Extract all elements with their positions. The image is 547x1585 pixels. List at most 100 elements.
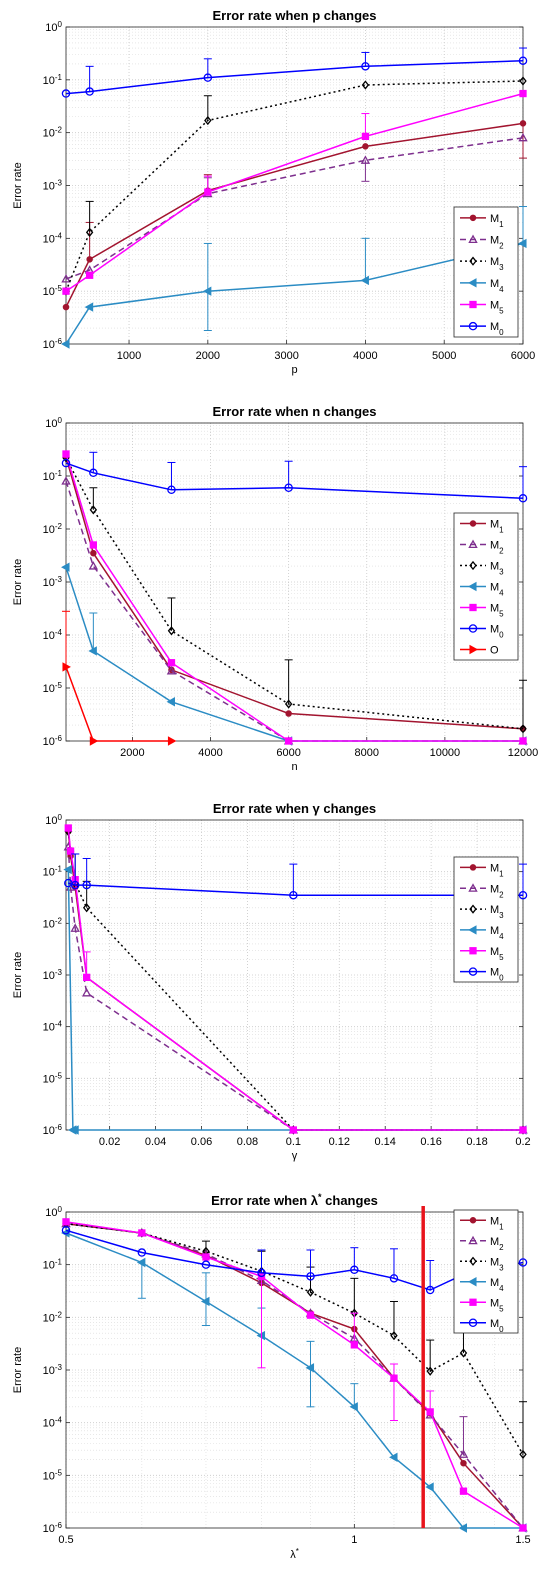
x-tick-label: 0.14 [375, 1136, 396, 1148]
legend-marker [468, 1235, 478, 1245]
data-point [83, 973, 91, 982]
data-point [289, 1126, 298, 1134]
legend-marker [468, 1277, 477, 1287]
data-point [519, 1524, 527, 1532]
data-point [289, 890, 298, 900]
data-point [70, 880, 80, 890]
series-M5 [62, 450, 527, 745]
series-line [65, 462, 524, 500]
y-tick-label: 100 [45, 20, 62, 35]
data-point [458, 1523, 468, 1533]
data-point [425, 1482, 434, 1492]
y-tick-label: 100 [45, 416, 62, 431]
data-point [204, 188, 212, 196]
y-tick-label: 10-5 [43, 681, 63, 696]
data-point [88, 646, 97, 656]
data-point [519, 1126, 527, 1134]
data-point [64, 824, 72, 832]
y-tick-label: 10-2 [43, 1310, 63, 1325]
data-point [518, 238, 527, 249]
data-point [70, 1125, 79, 1135]
data-point [426, 1408, 434, 1416]
legend-marker [469, 644, 478, 655]
data-point [137, 1248, 147, 1257]
data-point [89, 736, 99, 746]
data-point [284, 699, 293, 709]
y-tick-label: 10-6 [43, 337, 63, 352]
x-axis-label: γ [292, 1150, 298, 1162]
x-tick-label: 0.16 [420, 1136, 441, 1148]
data-point [257, 1268, 266, 1278]
data-point [305, 1363, 315, 1373]
y-tick-label: 10-6 [43, 734, 63, 749]
data-point [86, 256, 93, 263]
x-tick-label: 3000 [274, 350, 298, 362]
legend-marker [468, 624, 478, 633]
data-point [459, 1487, 468, 1495]
y-tick-label: 10-1 [43, 1257, 63, 1272]
y-tick-label: 10-1 [43, 469, 63, 484]
data-point [81, 987, 92, 997]
legend-box [453, 856, 519, 983]
data-point [518, 56, 528, 65]
y-tick-label: 10-5 [43, 1468, 63, 1483]
chart-panel-1: 10-6 10-5 10-4 10-3 10-2 10-1 100 1000 2000 3000 4… [12, 8, 535, 376]
data-point [61, 274, 71, 283]
data-point [519, 76, 527, 86]
x-tick-label: 2000 [196, 350, 220, 362]
y-tick-label: 10-4 [43, 231, 63, 246]
legend-marker [469, 520, 477, 527]
data-point [360, 155, 371, 164]
series-line [65, 80, 524, 292]
data-point [89, 541, 97, 549]
y-tick-label: 10-6 [43, 1521, 63, 1536]
x-axis-label: λ* [290, 1547, 299, 1562]
legend-marker [468, 278, 477, 288]
chart-panel-3: 10-6 10-5 10-4 10-3 10-2 10-1 100 0.02 0.04 0.06 0… [12, 801, 531, 1162]
legend-marker [468, 967, 478, 976]
data-point [518, 494, 528, 503]
y-axis-label: Error rate [12, 952, 24, 998]
data-point [458, 1449, 469, 1458]
data-point [62, 662, 71, 672]
data-point [63, 864, 72, 875]
data-point [201, 1260, 211, 1269]
data-point [202, 286, 212, 296]
y-tick-label: 10-4 [43, 1415, 63, 1430]
legend-box [453, 1209, 519, 1334]
data-point [84, 302, 94, 312]
y-axis-label: Error rate [12, 559, 24, 605]
x-axis-label: n [291, 761, 297, 773]
x-tick-label: 8000 [355, 747, 379, 759]
y-tick-label: 10-6 [43, 1123, 63, 1138]
legend-box [453, 206, 519, 338]
x-tick-label: 0.12 [329, 1136, 350, 1148]
data-point [166, 697, 175, 707]
data-point [361, 62, 370, 71]
data-point [519, 724, 527, 734]
data-point [167, 659, 176, 667]
y-tick-label: 10-3 [43, 1363, 63, 1378]
data-point [518, 132, 528, 142]
y-tick-label: 100 [45, 813, 62, 828]
data-point [518, 890, 528, 900]
data-point [167, 626, 176, 636]
y-tick-label: 10-3 [43, 178, 63, 193]
chart-panel-4: 10-6 10-5 10-4 10-3 10-2 10-1 100 0.5 1 1.5 Error … [12, 1192, 531, 1561]
legend-marker [468, 581, 477, 592]
y-tick-label: 10-2 [43, 916, 63, 931]
x-tick-label: 0.06 [191, 1136, 212, 1148]
chart-title: Error rate when p changes [213, 8, 377, 23]
data-point [389, 1452, 398, 1463]
data-point [425, 1285, 435, 1295]
data-point [82, 880, 91, 890]
data-point [89, 468, 98, 478]
legend-marker [468, 321, 478, 331]
x-tick-label: 0.02 [99, 1136, 120, 1148]
legend-marker [469, 256, 477, 266]
x-tick-label: 2000 [120, 747, 144, 759]
data-point [285, 710, 292, 717]
y-tick-label: 10-2 [43, 125, 63, 140]
y-axis-label: Error rate [12, 1347, 24, 1393]
